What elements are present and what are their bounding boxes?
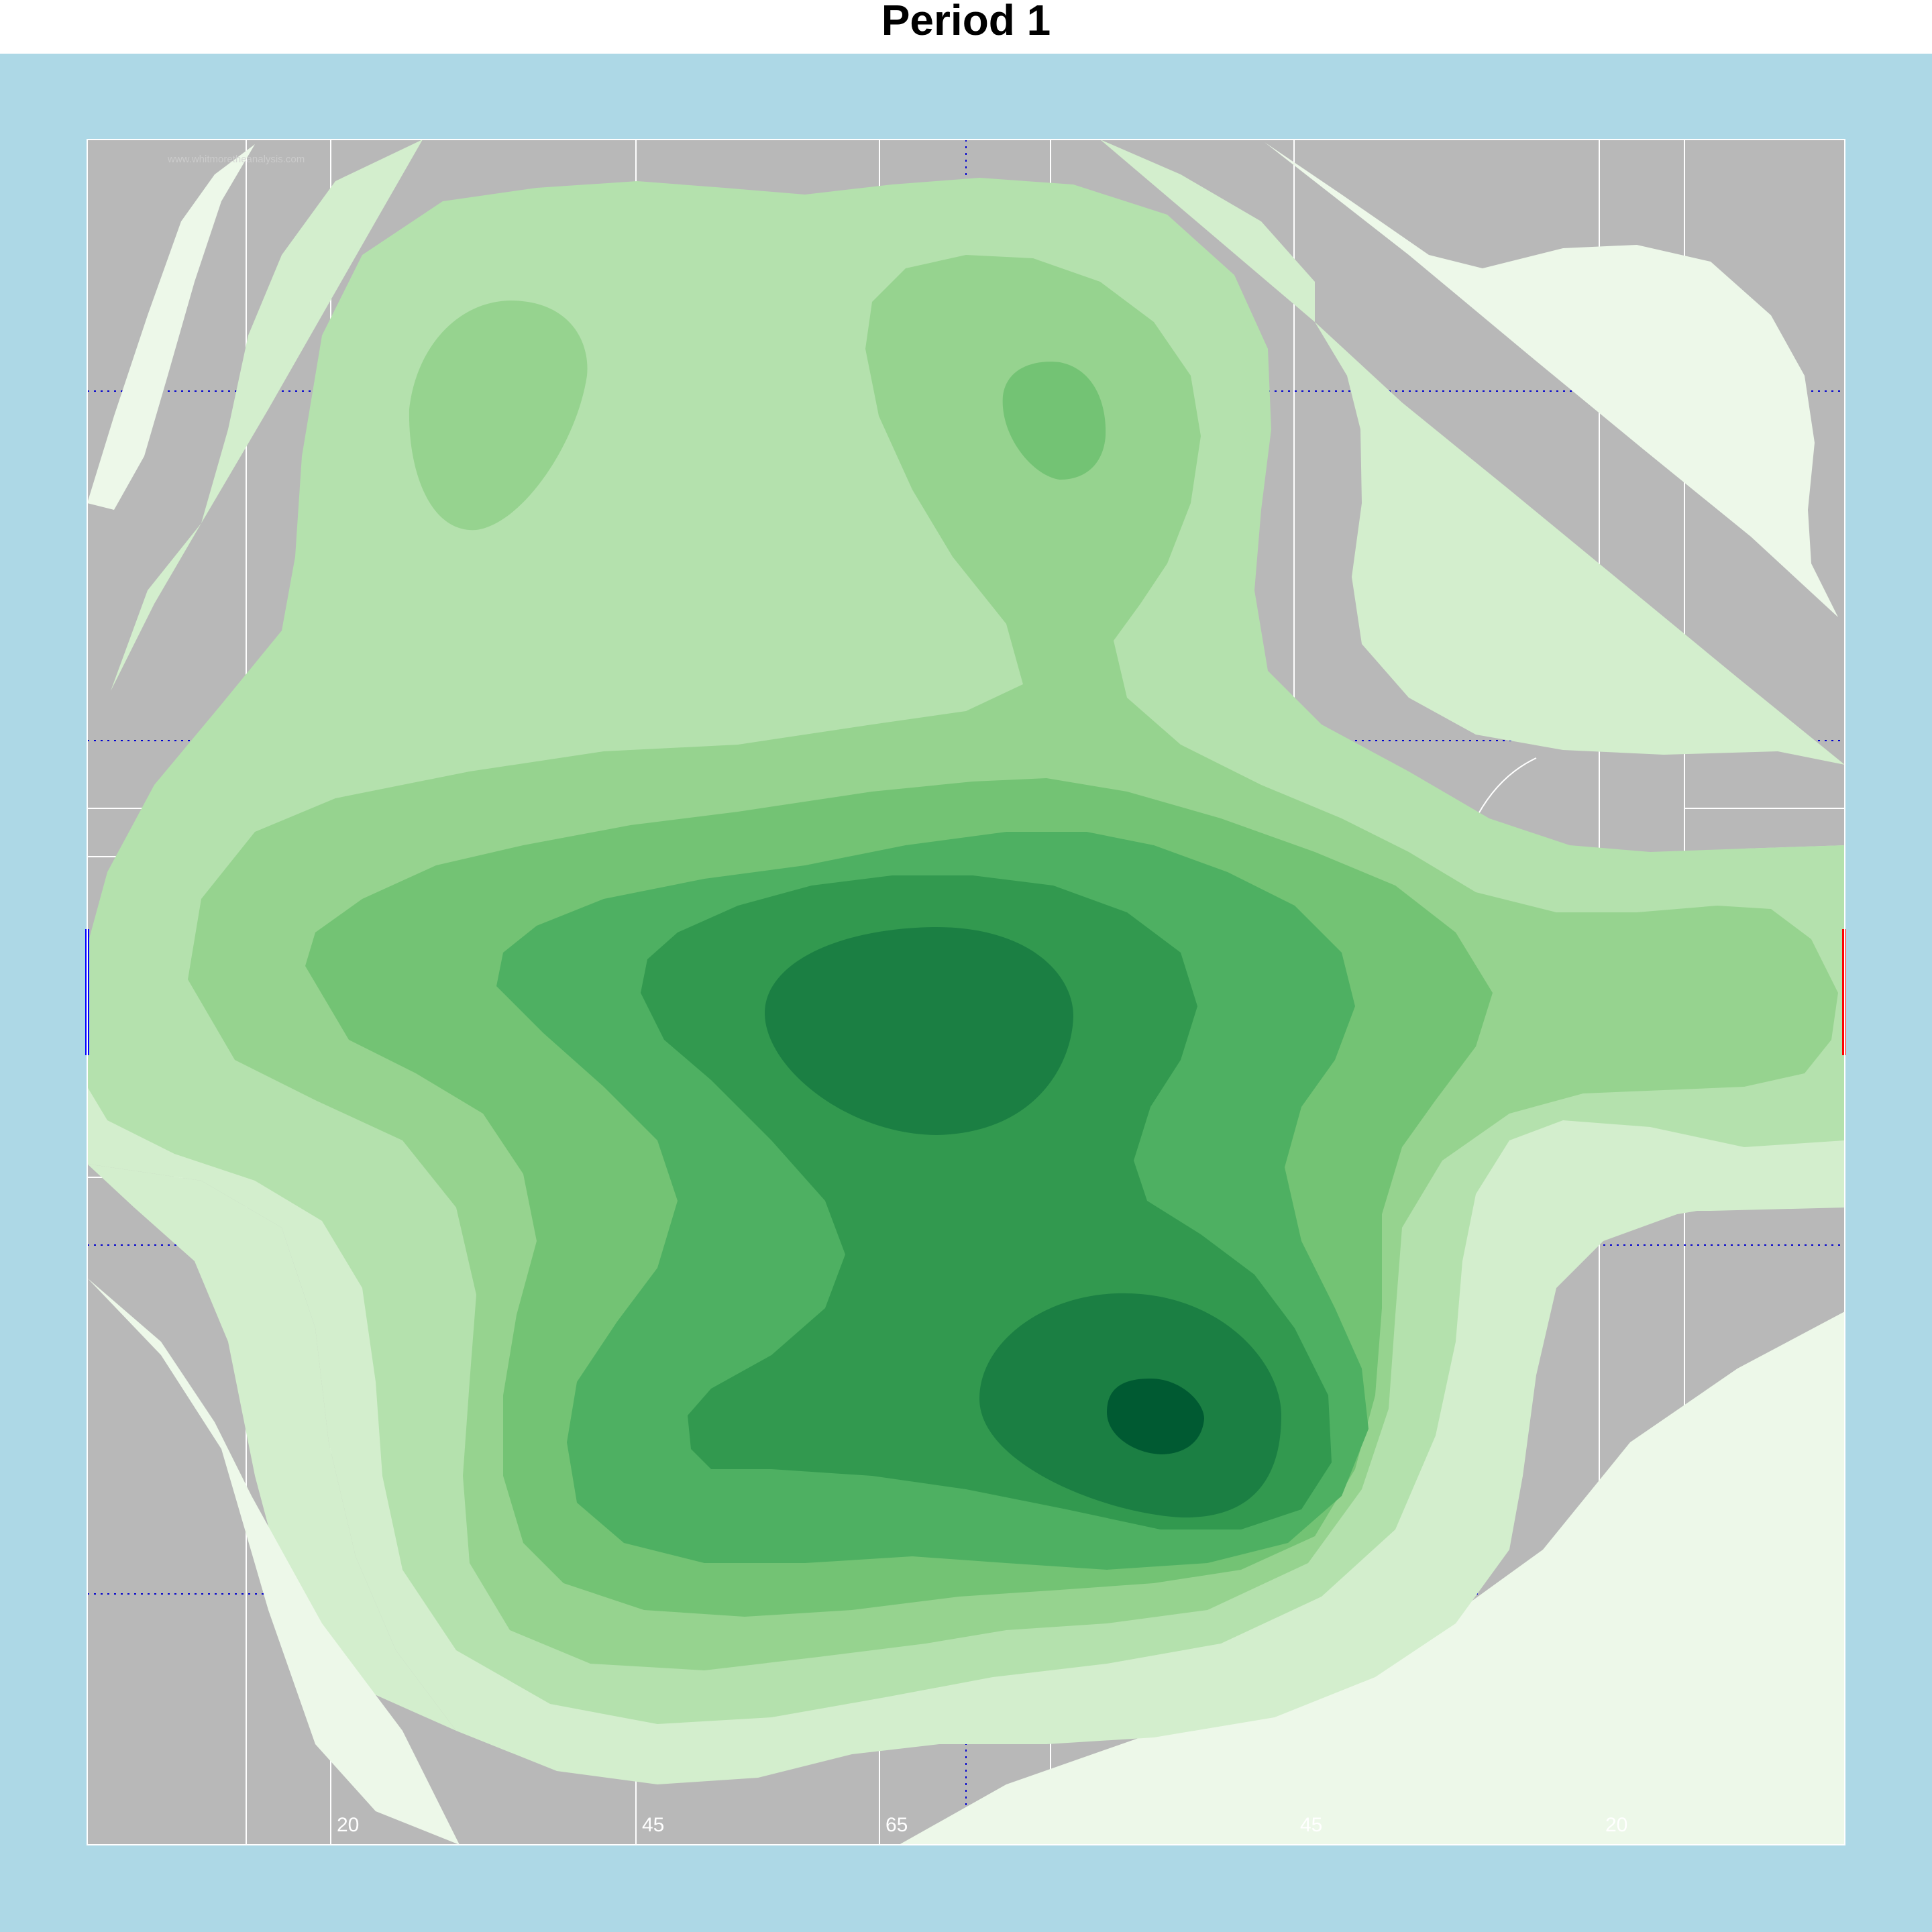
density-band-8-peak-secondary xyxy=(765,926,1073,1135)
density-band-1-bottom-left-b xyxy=(87,1278,460,1845)
density-band-4-upper-left-peak xyxy=(409,301,588,531)
title-bar xyxy=(0,0,1932,54)
pitch-border xyxy=(87,139,1845,1845)
density-band-1-bottom xyxy=(899,1311,1845,1845)
density-band-5-upper-peak xyxy=(1002,362,1106,480)
distance-label-45-left: 45 xyxy=(642,1814,664,1836)
chart-title: Period 1 xyxy=(881,0,1051,44)
density-contours xyxy=(87,140,1845,1845)
distance-label-65: 65 xyxy=(885,1814,908,1836)
distance-label-20-left: 20 xyxy=(337,1814,359,1836)
density-band-1-bottom-left-a xyxy=(87,1164,456,1731)
density-band-1-top-right-b xyxy=(1265,142,1838,617)
distance-label-45-right: 45 xyxy=(1300,1814,1322,1836)
density-band-9-peak-primary xyxy=(1107,1379,1204,1454)
distance-label-20-right: 20 xyxy=(1605,1814,1627,1836)
watermark: www.whitmoretheanalysis.com xyxy=(167,154,305,165)
density-band-1-top-left-a xyxy=(87,144,255,510)
distance-labels: 20 45 65 45 20 xyxy=(337,1814,1627,1836)
density-band-1-top-right-a xyxy=(1100,140,1315,322)
density-band-1-top-right-c xyxy=(1315,322,1845,765)
